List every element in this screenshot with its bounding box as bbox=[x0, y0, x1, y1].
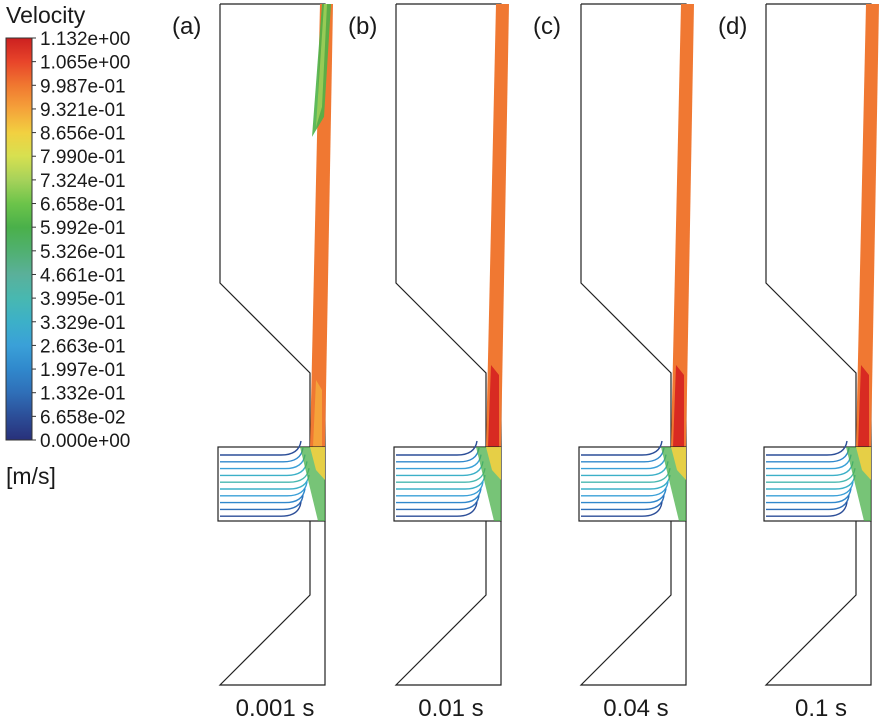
legend-tick-label: 7.990e-01 bbox=[40, 147, 126, 168]
streamline bbox=[766, 440, 848, 456]
streamline bbox=[581, 481, 669, 497]
streamline bbox=[581, 440, 663, 456]
velocity-jet bbox=[671, 4, 694, 447]
panel-time-label: 0.01 s bbox=[418, 695, 483, 720]
color-legend: Velocity 1.132e+00 1.065e+009.987e-01 9.32… bbox=[5, 2, 130, 489]
streamline bbox=[396, 481, 484, 497]
legend-tick-label: 2.663e-01 bbox=[40, 336, 126, 357]
panel-time-label: 0.001 s bbox=[236, 695, 315, 720]
legend-tick-label: 6.658e-01 bbox=[40, 195, 126, 216]
panel-time-label: 0.1 s bbox=[795, 695, 847, 720]
streamline bbox=[396, 440, 478, 456]
legend-tick-label: 9.987e-01 bbox=[40, 76, 126, 97]
lower-chamber-outline bbox=[764, 521, 872, 686]
velocity-jet bbox=[486, 4, 509, 447]
legend-tick-label: 1.065e+00 bbox=[40, 53, 130, 74]
legend-tick-label: 7.324e-01 bbox=[40, 171, 126, 192]
panel-a: (a) 0.001 s bbox=[172, 3, 333, 720]
legend-tick-label: 3.995e-01 bbox=[40, 289, 126, 310]
panel-letter: (b) bbox=[348, 13, 377, 40]
legend-tick-label: 9.321e-01 bbox=[40, 100, 126, 121]
upper-chamber-outline bbox=[219, 3, 326, 447]
streamline bbox=[220, 495, 304, 511]
legend-tick-label: 5.992e-01 bbox=[40, 218, 126, 239]
jet-band bbox=[671, 4, 694, 447]
lower-chamber-outline bbox=[394, 521, 502, 686]
upper-chamber-outline bbox=[395, 3, 502, 447]
panels: (a) 0.001 s (b) 0.01 s (c) 0.04 s (d) 0.1 s bbox=[172, 3, 879, 720]
streamline bbox=[220, 488, 306, 504]
velocity-jet bbox=[856, 4, 879, 447]
streamline bbox=[396, 495, 480, 511]
box-velocity-hot bbox=[671, 447, 686, 480]
panel-letter: (d) bbox=[718, 13, 747, 40]
streamline bbox=[220, 502, 302, 517]
legend-tick-label: 8.656e-01 bbox=[40, 124, 126, 145]
panel-time-label: 0.04 s bbox=[603, 695, 668, 720]
streamline bbox=[220, 481, 308, 497]
legend-tick-label: 1.132e+00 bbox=[40, 29, 130, 50]
jet-hot-core bbox=[858, 365, 869, 447]
legend-tick-label: 0.000e+00 bbox=[40, 431, 130, 452]
panel-letter: (c) bbox=[533, 13, 561, 40]
legend-tick-label: 3.329e-01 bbox=[40, 313, 126, 334]
legend-tick-label: 5.326e-01 bbox=[40, 242, 126, 263]
legend-unit: [m/s] bbox=[6, 463, 56, 489]
legend-tick-label: 4.661e-01 bbox=[40, 265, 126, 286]
lower-chamber-outline bbox=[579, 521, 687, 686]
jet-hot-core bbox=[488, 365, 499, 447]
jet-hot-core bbox=[673, 365, 684, 447]
panel-b: (b) 0.01 s bbox=[348, 3, 509, 720]
box-velocity-hot bbox=[310, 447, 325, 480]
legend-tick-label: 1.997e-01 bbox=[40, 360, 126, 381]
streamline bbox=[766, 495, 850, 511]
jet-warm-core bbox=[313, 380, 322, 447]
jet-band bbox=[486, 4, 509, 447]
jet-slow-core bbox=[316, 4, 327, 127]
legend-tick-label: 1.332e-01 bbox=[40, 384, 126, 405]
legend-colorbar bbox=[5, 37, 33, 441]
jet-band bbox=[310, 4, 333, 447]
streamline bbox=[581, 495, 665, 511]
jet-band bbox=[856, 4, 879, 447]
box-velocity-hot bbox=[856, 447, 871, 480]
streamline bbox=[581, 488, 667, 504]
streamline bbox=[766, 481, 854, 497]
box-velocity-hot bbox=[486, 447, 501, 480]
streamline bbox=[766, 502, 848, 517]
legend-tick-labels: 1.132e+00 1.065e+009.987e-01 9.321e-01 8.65… bbox=[32, 29, 130, 452]
streamline bbox=[396, 502, 478, 517]
legend-title: Velocity bbox=[6, 2, 86, 28]
streamline bbox=[220, 440, 302, 456]
streamline bbox=[766, 488, 852, 504]
streamline bbox=[396, 488, 482, 504]
panel-letter: (a) bbox=[172, 13, 201, 40]
legend-tick-label: 6.658e-02 bbox=[40, 407, 126, 428]
panel-d: (d) 0.1 s bbox=[718, 3, 879, 720]
lower-chamber-outline bbox=[218, 521, 326, 686]
velocity-jet bbox=[310, 4, 333, 447]
panel-c: (c) 0.04 s bbox=[533, 3, 694, 720]
upper-chamber-outline bbox=[580, 3, 687, 447]
upper-chamber-outline bbox=[765, 3, 872, 447]
streamline bbox=[581, 502, 663, 517]
